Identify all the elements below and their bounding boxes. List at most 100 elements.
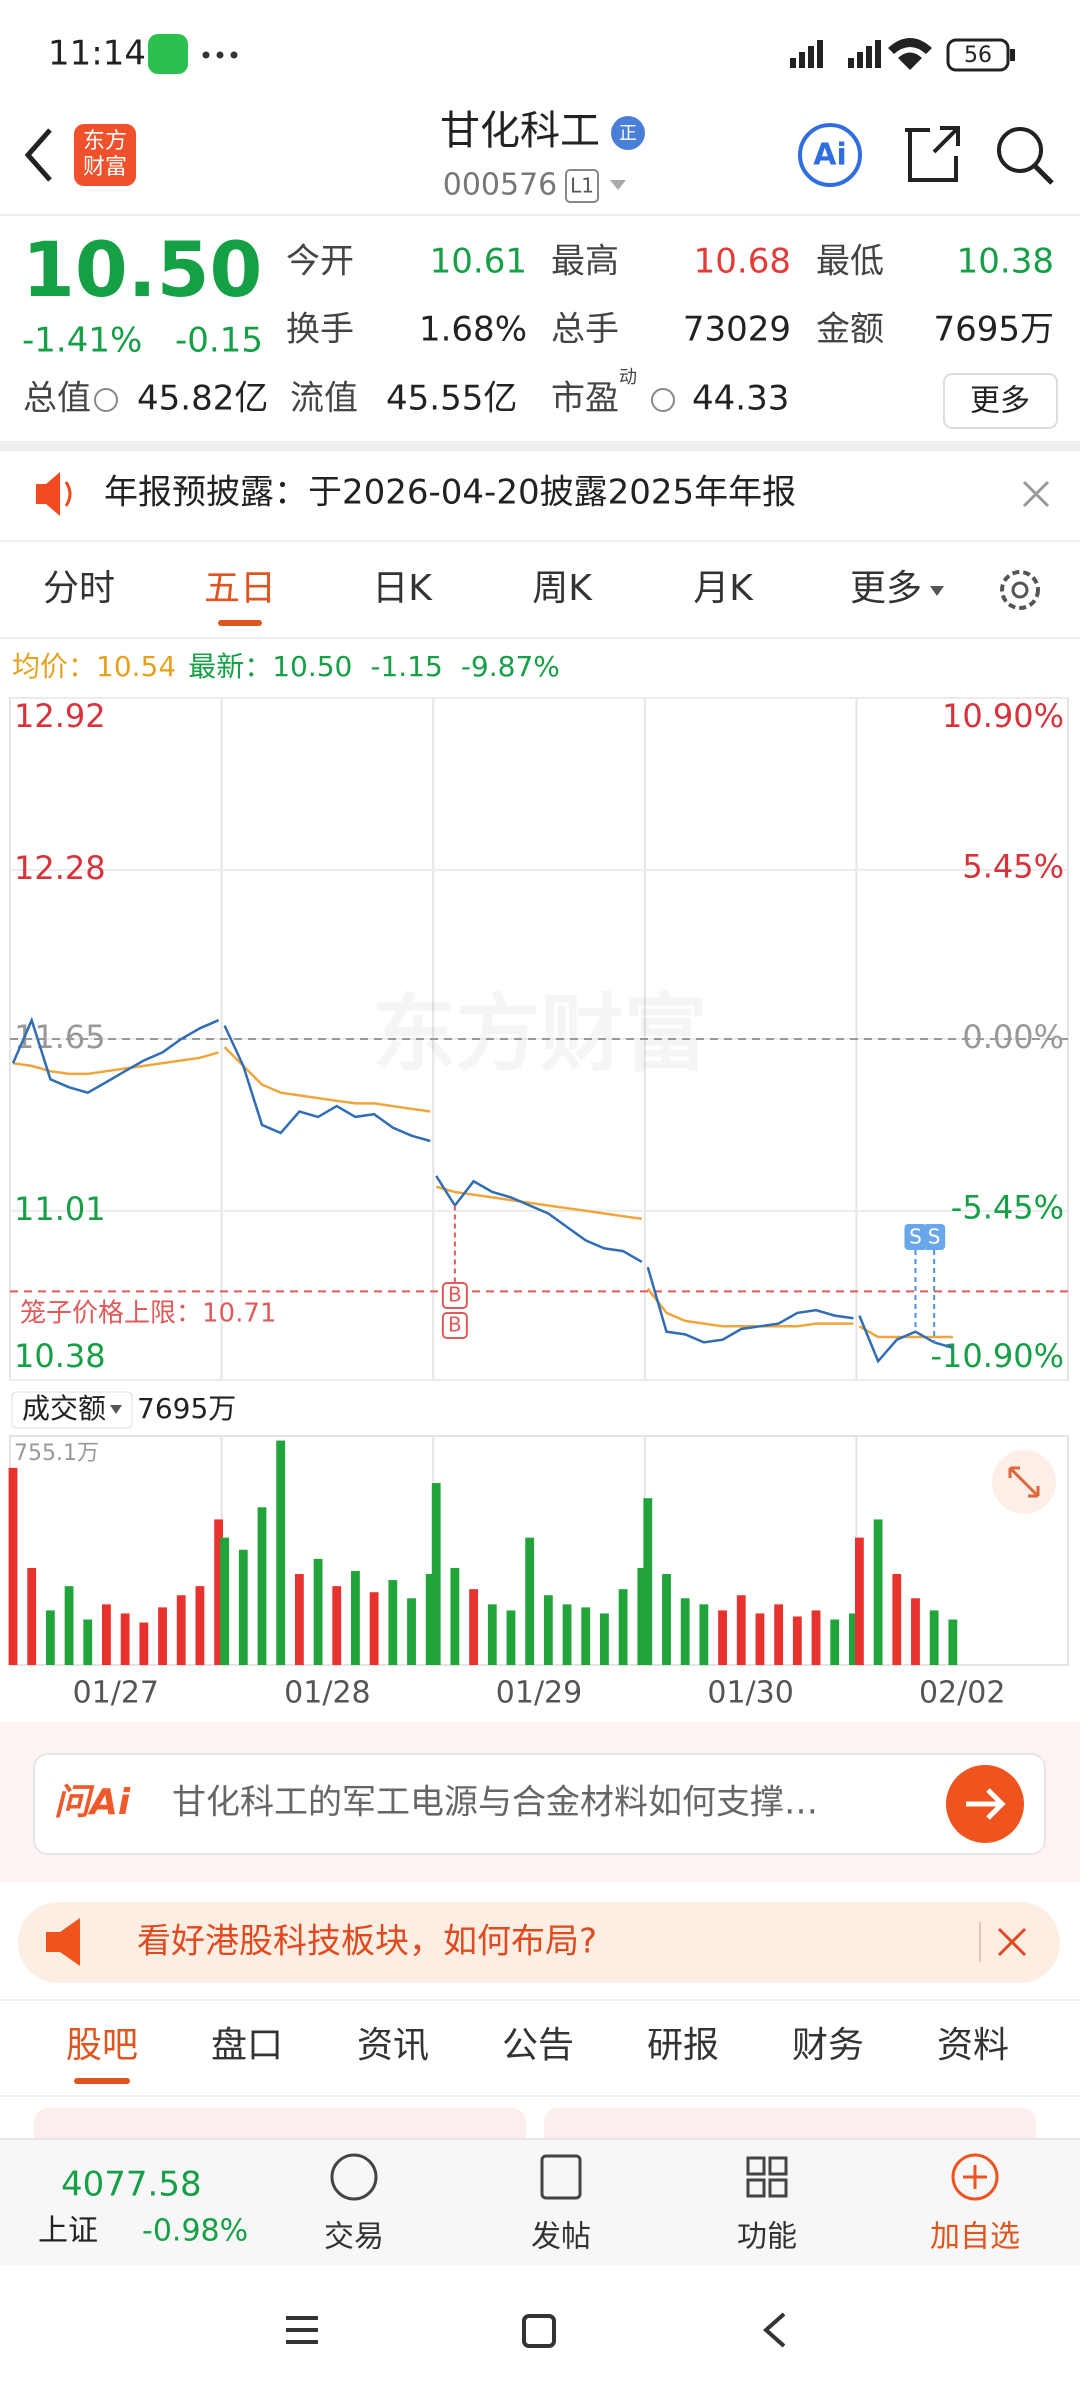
badge [611,116,645,150]
back-button[interactable] [24,128,52,182]
x-tick-label: 02/02 [919,1676,1005,1711]
avg-line [646,1287,854,1328]
field-value: 45.82亿 [137,379,268,419]
volume-bar [45,1610,55,1665]
volume-bar [911,1598,920,1665]
chart-tab[interactable]: 周K [532,568,593,609]
content-tab[interactable]: 研报 [647,2025,719,2066]
avg-line [435,1185,642,1221]
bottom-item[interactable]: 交易 [324,2220,384,2255]
index-value: 4077.58 [61,2165,202,2205]
chart-tabs: 分时 五日 日K 周K 月K 更多 [43,568,922,626]
field-value: 7695万 [933,310,1054,350]
avg-line [223,1046,431,1113]
y-tick-label: 12.28 [14,849,106,887]
nav-menu[interactable] [286,2316,318,2344]
content-tab[interactable]: 股吧 [66,2025,138,2066]
chart-tab[interactable]: 月K [693,568,754,609]
content-tab[interactable]: 财务 [792,2025,864,2066]
field-label: 换手 [286,310,354,350]
ai-button[interactable] [798,123,862,187]
volume-bar [848,1613,858,1665]
nav-back[interactable] [762,2312,786,2348]
volume-bar [388,1580,398,1665]
logo-text: 东方 [83,129,127,154]
bottom-items: 交易 发帖 功能 加自选 [324,2220,1020,2255]
banner-icon [46,1918,80,1966]
volume-bar [774,1604,784,1665]
notice-close[interactable] [1022,480,1050,508]
x-tick-label: 01/28 [284,1676,370,1711]
level: L1 [570,174,594,198]
x-tick-label: 01/27 [73,1676,159,1711]
last-price: 10.50 [22,225,262,314]
chart-tab[interactable]: 五日 [204,568,276,609]
volume-bar [581,1607,591,1665]
field-sup: 动 [619,367,637,388]
bottom-item[interactable]: 加自选 [930,2220,1020,2255]
field-value: 1.68% [419,310,527,350]
index-change: -0.98% [142,2214,248,2249]
price-line [646,1266,854,1344]
nav-home[interactable] [522,2314,556,2348]
post-icon [540,2154,582,2200]
field-value: 44.33 [692,379,789,419]
content-tabs: 股吧 盘口 资讯 公告 研报 财务 资料 [66,2025,1009,2084]
status-dots [202,51,238,59]
field-label: 总手 [551,310,619,350]
search-button[interactable] [997,127,1043,173]
banner-text: 看好港股科技板块，如何布局? [137,1922,597,1962]
volume-bar [64,1586,74,1665]
info-icon[interactable] [651,388,675,412]
bottom-item[interactable]: 功能 [737,2220,797,2255]
share-button[interactable] [905,126,960,182]
bottom-bar [0,2139,1080,2265]
sell-mark-text: S [909,1225,922,1249]
banner-close[interactable] [997,1927,1027,1957]
volume-bar [214,1519,224,1665]
volume-bar [195,1586,205,1665]
chart-tab[interactable]: 更多 [850,568,922,609]
volume-dropdown [110,1405,122,1414]
buy-mark-text: B [448,1313,462,1337]
volume-bar [643,1498,653,1665]
volume-label: 成交额 [22,1392,106,1425]
volume-bar [948,1619,958,1665]
x-tick-label: 01/29 [496,1676,582,1711]
volume-bar [407,1598,416,1665]
stock-name: 甘化科工 [440,108,600,154]
content-tab[interactable]: 盘口 [211,2025,283,2066]
more-button[interactable] [943,373,1058,429]
content-tab[interactable]: 资料 [937,2025,1009,2066]
volume-bar [351,1570,360,1665]
volume-bar [431,1483,441,1665]
info-icon[interactable] [94,388,118,412]
volume-bar [929,1610,939,1665]
y-tick-label: 11.01 [14,1190,106,1228]
field-label: 总值 [23,379,91,419]
chart-tab[interactable]: 分时 [43,568,115,609]
volume-bar [543,1595,553,1665]
volume-bar [830,1619,840,1665]
volume-bar [238,1549,248,1665]
chart-tab[interactable]: 日K [372,568,433,609]
volume-selector[interactable] [11,1391,133,1429]
volume-bar [618,1589,628,1665]
app-logo [74,124,136,186]
volume-bar [755,1613,765,1665]
ai-prompt[interactable] [33,1753,1046,1855]
change-pct: -1.41% [22,321,142,361]
settings-core [1011,581,1029,599]
ai-text: Ai [813,138,847,173]
volume-bar [313,1558,323,1665]
bottom-item[interactable]: 发帖 [531,2220,591,2255]
content-tab[interactable]: 资讯 [357,2025,429,2066]
level-box [565,169,599,203]
volume-bar [736,1595,746,1665]
content-tab[interactable]: 公告 [502,2025,574,2066]
settings-button[interactable] [1000,570,1040,610]
volume-chart: 755.1万 01/27 01/28 01/29 01/30 02/02 [8,1435,1069,1711]
y-tick-label: 11.65 [14,1018,106,1056]
banner[interactable] [18,1902,1060,1983]
